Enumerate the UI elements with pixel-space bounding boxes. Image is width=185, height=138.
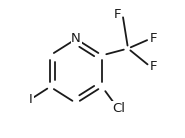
Text: N: N <box>71 32 81 45</box>
Text: Cl: Cl <box>112 102 125 115</box>
Text: F: F <box>113 8 121 21</box>
Text: F: F <box>150 32 158 45</box>
Text: I: I <box>29 93 33 106</box>
Text: F: F <box>150 60 158 73</box>
